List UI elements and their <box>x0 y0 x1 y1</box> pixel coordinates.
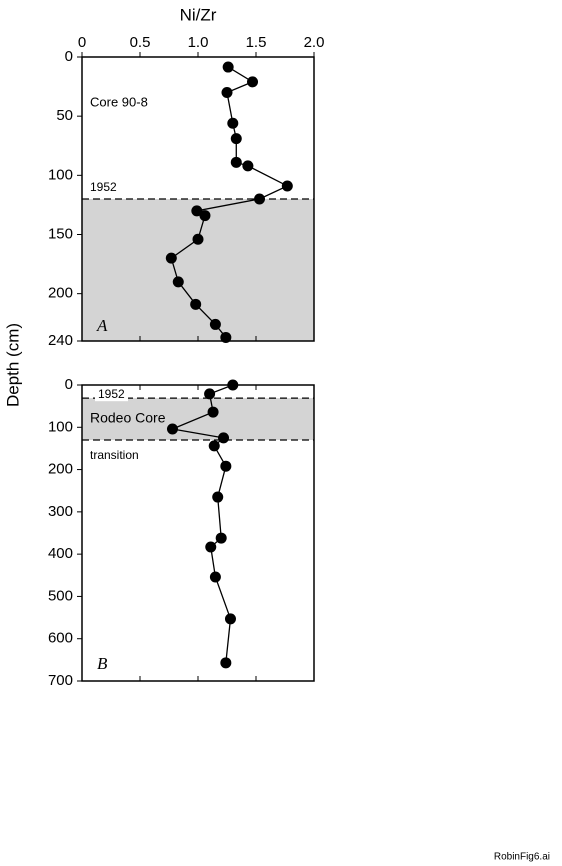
data-point <box>207 406 219 418</box>
y-tick-label: 700 <box>48 672 73 689</box>
core-label: Core 90-8 <box>90 94 148 109</box>
data-point <box>230 156 242 168</box>
data-point <box>220 460 232 472</box>
label-background <box>95 387 129 402</box>
data-point <box>166 423 178 435</box>
data-point <box>253 193 265 205</box>
y-tick-label: 300 <box>48 503 73 520</box>
data-point <box>220 331 232 343</box>
x-tick-label: 2.0 <box>304 34 325 51</box>
y-tick-label: 600 <box>48 630 73 647</box>
data-point <box>204 388 216 400</box>
data-point <box>215 532 227 544</box>
y-tick-label: 100 <box>48 418 73 435</box>
data-point <box>281 180 293 192</box>
data-point <box>220 657 232 669</box>
footer: RobinFig6.ai <box>494 852 550 863</box>
data-point <box>224 613 236 625</box>
data-point <box>191 205 203 217</box>
y-tick-label: 200 <box>48 461 73 478</box>
data-point <box>172 276 184 288</box>
data-point <box>227 379 239 391</box>
data-point <box>218 432 230 444</box>
data-point <box>242 160 254 172</box>
y-tick-label: 100 <box>48 166 73 183</box>
data-point <box>209 571 221 583</box>
y-tick-label: 0 <box>65 376 73 393</box>
y-tick-label: 400 <box>48 545 73 562</box>
reference-label: transition <box>90 448 139 462</box>
y-axis-label: Depth (cm) <box>3 323 22 407</box>
data-point <box>165 252 177 264</box>
y-tick-label: 240 <box>48 332 73 349</box>
data-point <box>205 541 217 553</box>
y-tick-label: 200 <box>48 285 73 302</box>
x-tick-label: 1.0 <box>188 34 209 51</box>
data-point <box>208 440 220 452</box>
x-tick-label: 0 <box>78 34 86 51</box>
data-point <box>199 210 211 222</box>
panel-label: B <box>97 654 108 673</box>
y-tick-label: 0 <box>65 48 73 65</box>
data-point <box>222 61 234 73</box>
data-point <box>190 298 202 310</box>
panel-label: A <box>96 316 108 335</box>
data-point <box>230 133 242 145</box>
y-tick-label: 50 <box>56 107 73 124</box>
data-point <box>209 318 221 330</box>
reference-label: 1952 <box>90 180 117 194</box>
data-point <box>221 87 233 98</box>
x-axis-label: Ni/Zr <box>180 5 217 24</box>
data-point <box>192 233 204 245</box>
y-tick-label: 500 <box>48 587 73 604</box>
data-point <box>247 76 259 88</box>
core-label: Rodeo Core <box>90 410 166 426</box>
data-point <box>212 491 224 503</box>
shaded-band <box>82 199 314 341</box>
x-tick-label: 0.5 <box>130 34 151 51</box>
data-point <box>227 117 239 129</box>
y-tick-label: 150 <box>48 225 73 242</box>
reference-label: 1952 <box>98 387 125 401</box>
x-tick-label: 1.5 <box>246 34 267 51</box>
